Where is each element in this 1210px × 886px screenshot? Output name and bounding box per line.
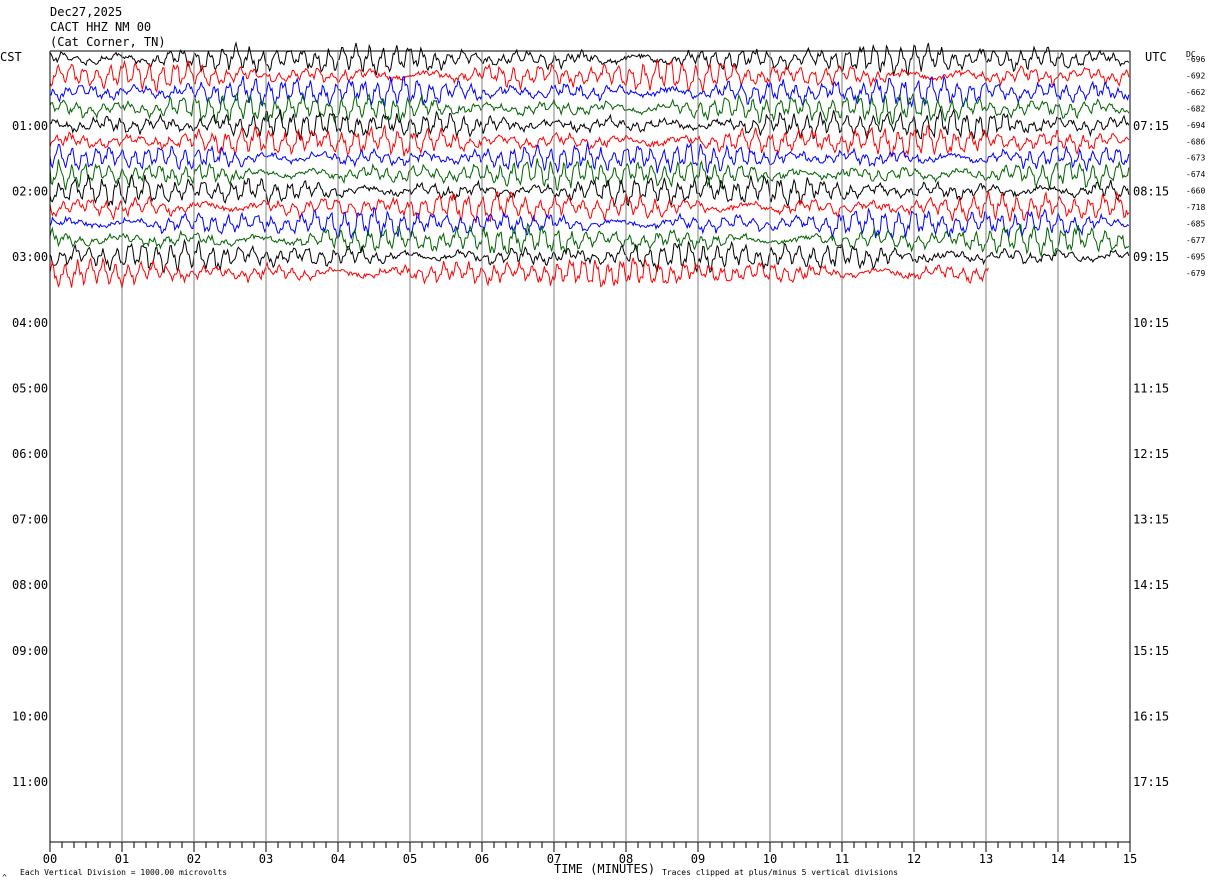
trace-13 (49, 238, 1130, 274)
x-tick-label: 13 (979, 852, 993, 866)
right-hour-label: 16:15 (1133, 709, 1169, 723)
left-hour-label: 07:00 (12, 513, 48, 527)
right-hour-label: 11:15 (1133, 381, 1169, 395)
trace-2 (49, 59, 1130, 93)
dc-offset-label: -673 (1186, 154, 1205, 163)
trace-4 (49, 91, 1130, 126)
label-layer: Dec27,2025 CACT HHZ NM 00 (Cat Corner, T… (0, 5, 1196, 882)
x-tick-label: 05 (403, 852, 417, 866)
x-axis-title: TIME (MINUTES) (554, 862, 655, 876)
dc-offset-label: -662 (1186, 88, 1205, 97)
left-hour-label: 04:00 (12, 316, 48, 330)
left-hour-label: 05:00 (12, 381, 48, 395)
dc-offset-label: -696 (1186, 55, 1205, 64)
dc-offset-label: -679 (1186, 269, 1205, 278)
dc-offset-label: -677 (1186, 236, 1205, 245)
left-hour-label: 08:00 (12, 578, 48, 592)
x-tick-label: 12 (907, 852, 921, 866)
dc-offset-label: -695 (1186, 252, 1205, 261)
x-tick-label: 02 (187, 852, 201, 866)
trace-10 (49, 190, 1130, 224)
right-hour-label: 17:15 (1133, 775, 1169, 789)
grid-layer: 00 01 02 03 04 05 06 07 08 09 10 11 12 13 14 15 01:00 02:… (12, 50, 1169, 866)
x-tick-label: 00 (43, 852, 57, 866)
left-hour-label: 06:00 (12, 447, 48, 461)
x-tick-label: 09 (691, 852, 705, 866)
dc-label: DC (1186, 50, 1196, 59)
footer-right-note: Traces clipped at plus/minus 5 vertical … (662, 868, 898, 877)
dc-offset-label: -686 (1186, 137, 1205, 146)
right-hour-label: 12:15 (1133, 447, 1169, 461)
right-hour-label: 10:15 (1133, 316, 1169, 330)
trace-6 (49, 124, 1130, 158)
left-hour-label: 10:00 (12, 709, 48, 723)
trace-14 (49, 256, 989, 289)
dc-offset-label: -660 (1186, 187, 1205, 196)
right-timezone: UTC (1145, 50, 1167, 64)
header-date: Dec27,2025 (50, 5, 122, 19)
x-tick-label: 03 (259, 852, 273, 866)
right-hour-label: 07:15 (1133, 119, 1169, 133)
left-timezone: CST (0, 50, 22, 64)
right-hour-label: 14:15 (1133, 578, 1169, 592)
footer-left-note: Each Vertical Division = 1000.00 microvo… (20, 868, 227, 877)
x-tick-label: 11 (835, 852, 849, 866)
x-tick-label: 14 (1051, 852, 1065, 866)
trace-7 (49, 141, 1130, 174)
right-hour-label: 09:15 (1133, 250, 1169, 264)
trace-11 (49, 206, 1130, 241)
dc-offset-label: -685 (1186, 220, 1205, 229)
trace-1 (49, 41, 1130, 77)
trace-3 (49, 74, 1130, 108)
trace-5 (49, 106, 1130, 140)
right-hour-label: 15:15 (1133, 644, 1169, 658)
x-tick-label: 01 (115, 852, 129, 866)
dc-offset-label: -694 (1186, 121, 1205, 130)
dc-offset-label: -718 (1186, 203, 1205, 212)
x-tick-label: 06 (475, 852, 489, 866)
trace-layer: -696 -692 -662 -682 -694 -686 -673 -674 -660 -718… (49, 41, 1205, 289)
dc-offset-label: -692 (1186, 72, 1205, 81)
right-hour-label: 08:15 (1133, 185, 1169, 199)
trace-9 (49, 173, 1130, 208)
dc-offset-label: -682 (1186, 104, 1205, 113)
header-location: (Cat Corner, TN) (50, 35, 166, 49)
dc-offset-label: -674 (1186, 170, 1205, 179)
trace-8 (49, 158, 1130, 192)
left-hour-label: 02:00 (12, 185, 48, 199)
left-hour-label: 09:00 (12, 644, 48, 658)
right-hour-label: 13:15 (1133, 513, 1169, 527)
left-hour-label: 03:00 (12, 250, 48, 264)
left-hour-label: 11:00 (12, 775, 48, 789)
header-station: CACT HHZ NM 00 (50, 20, 151, 34)
x-tick-label: 08 (619, 852, 633, 866)
x-tick-label: 04 (331, 852, 345, 866)
x-tick-label: 15 (1123, 852, 1137, 866)
x-tick-label: 07 (547, 852, 561, 866)
corner-mark: ^ (2, 873, 7, 882)
left-hour-label: 01:00 (12, 119, 48, 133)
trace-12 (49, 222, 1130, 258)
x-tick-label: 10 (763, 852, 777, 866)
